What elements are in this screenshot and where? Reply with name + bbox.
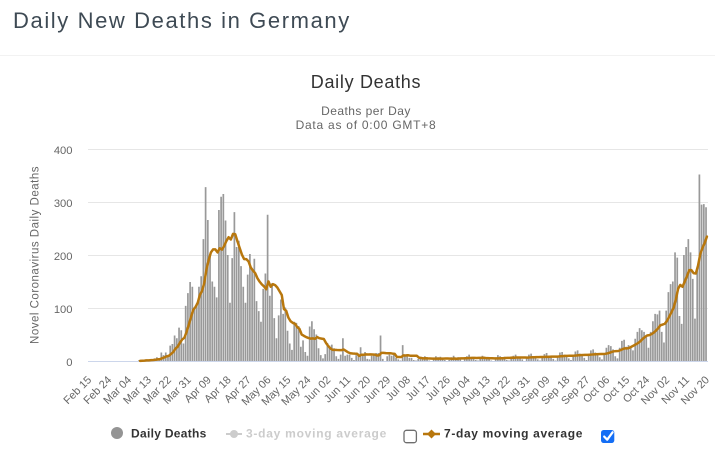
- svg-text:Novel Coronavirus Daily Deaths: Novel Coronavirus Daily Deaths: [30, 166, 42, 344]
- svg-text:400: 400: [54, 145, 73, 157]
- svg-text:3-day moving average: 3-day moving average: [246, 427, 387, 441]
- svg-text:Data as of 0:00 GMT+8: Data as of 0:00 GMT+8: [296, 118, 437, 132]
- svg-text:100: 100: [54, 304, 73, 316]
- svg-text:0: 0: [66, 357, 72, 369]
- svg-text:200: 200: [54, 251, 73, 263]
- svg-text:Deaths per Day: Deaths per Day: [321, 104, 411, 118]
- svg-text:Daily Deaths: Daily Deaths: [311, 72, 421, 92]
- svg-text:300: 300: [54, 198, 73, 210]
- svg-text:7-day moving average: 7-day moving average: [444, 427, 583, 441]
- svg-text:Daily Deaths: Daily Deaths: [131, 427, 207, 441]
